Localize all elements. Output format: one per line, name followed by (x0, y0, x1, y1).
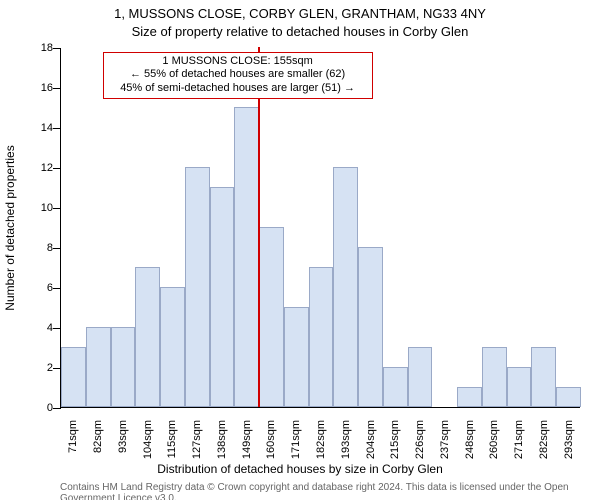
reference-vline (258, 47, 260, 407)
histogram-bar (482, 347, 507, 407)
y-tick-label: 6 (31, 282, 53, 294)
y-tick (53, 48, 61, 49)
x-axis-label: Distribution of detached houses by size … (0, 462, 600, 476)
y-tick (53, 328, 61, 329)
histogram-bar (457, 387, 482, 407)
histogram-bar (86, 327, 111, 407)
histogram-bar (259, 227, 284, 407)
annotation-line: ← 55% of detached houses are smaller (62… (108, 68, 368, 82)
y-tick-label: 0 (31, 402, 53, 414)
y-tick (53, 88, 61, 89)
y-tick (53, 248, 61, 249)
y-tick-label: 2 (31, 362, 53, 374)
attribution-text: Contains HM Land Registry data © Crown c… (60, 482, 600, 500)
annotation-line: 1 MUSSONS CLOSE: 155sqm (108, 55, 368, 69)
plot-area: 02468101214161871sqm82sqm93sqm104sqm115s… (60, 48, 580, 408)
histogram-bar (135, 267, 160, 407)
title-line-1: 1, MUSSONS CLOSE, CORBY GLEN, GRANTHAM, … (0, 6, 600, 21)
histogram-bar (185, 167, 210, 407)
annotation-box: 1 MUSSONS CLOSE: 155sqm← 55% of detached… (103, 52, 373, 99)
histogram-bar (383, 367, 408, 407)
histogram-bar (234, 107, 259, 407)
y-tick-label: 10 (31, 202, 53, 214)
histogram-bar (309, 267, 334, 407)
y-tick-label: 14 (31, 122, 53, 134)
y-tick (53, 368, 61, 369)
y-tick (53, 208, 61, 209)
histogram-bar (61, 347, 86, 407)
y-tick-label: 16 (31, 82, 53, 94)
histogram-bar (358, 247, 383, 407)
annotation-line: 45% of semi-detached houses are larger (… (108, 82, 368, 96)
y-tick (53, 128, 61, 129)
histogram-bar (333, 167, 358, 407)
title-line-2: Size of property relative to detached ho… (0, 24, 600, 39)
histogram-bar (507, 367, 532, 407)
histogram-bar (531, 347, 556, 407)
histogram-bar (111, 327, 136, 407)
histogram-bar (160, 287, 185, 407)
y-tick-label: 4 (31, 322, 53, 334)
y-tick-label: 8 (31, 242, 53, 254)
y-tick (53, 288, 61, 289)
y-tick (53, 168, 61, 169)
histogram-bar (556, 387, 581, 407)
histogram-bar (284, 307, 309, 407)
histogram-bar (210, 187, 235, 407)
y-tick-label: 18 (31, 42, 53, 54)
y-axis-label: Number of detached properties (3, 145, 17, 310)
y-tick-label: 12 (31, 162, 53, 174)
histogram-bar (408, 347, 433, 407)
y-tick (53, 408, 61, 409)
chart-container: 1, MUSSONS CLOSE, CORBY GLEN, GRANTHAM, … (0, 0, 600, 500)
